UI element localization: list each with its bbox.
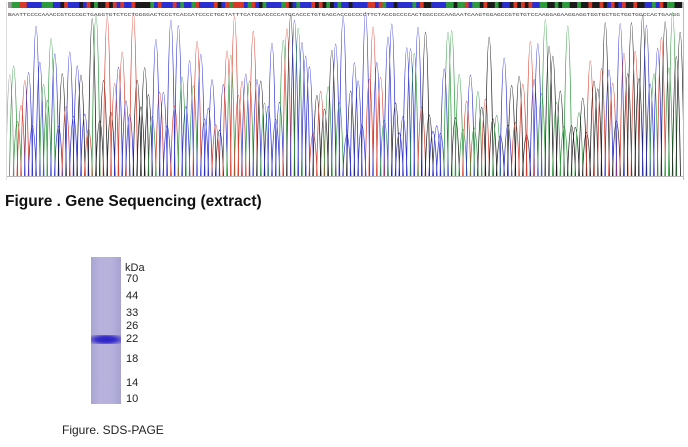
marker-label: 14 (126, 377, 139, 389)
sequencing-chromatogram: BAATTCCCCAAACCGTCCCGCTGAGGTGTCTCCTGGGGAC… (6, 2, 684, 180)
sequencing-figure-caption: Figure . Gene Sequencing (extract) (5, 193, 262, 210)
marker-label: 26 (126, 320, 139, 332)
marker-label: 33 (126, 307, 139, 319)
marker-label: 44 (126, 290, 139, 302)
base-call-strip (8, 2, 683, 8)
read-sequence-text: BAATTCCCCAAACCGTCCCGCTGAGGTGTCTCCTGGGGAC… (8, 13, 680, 18)
protein-band (91, 335, 121, 344)
gel-figure-caption: Figure. SDS-PAGE (62, 423, 164, 437)
marker-label: 18 (126, 353, 139, 365)
marker-label: 22 (126, 333, 139, 345)
sds-page-lane (91, 257, 121, 404)
marker-label: 70 (126, 273, 139, 285)
marker-label: 10 (126, 393, 139, 405)
chromatogram-plot: BAATTCCCCAAACCGTCCCGCTGAGGTGTCTCCTGGGGAC… (7, 2, 683, 177)
trace-peaks (7, 12, 683, 177)
gel-unit-label: kDa (125, 262, 145, 274)
